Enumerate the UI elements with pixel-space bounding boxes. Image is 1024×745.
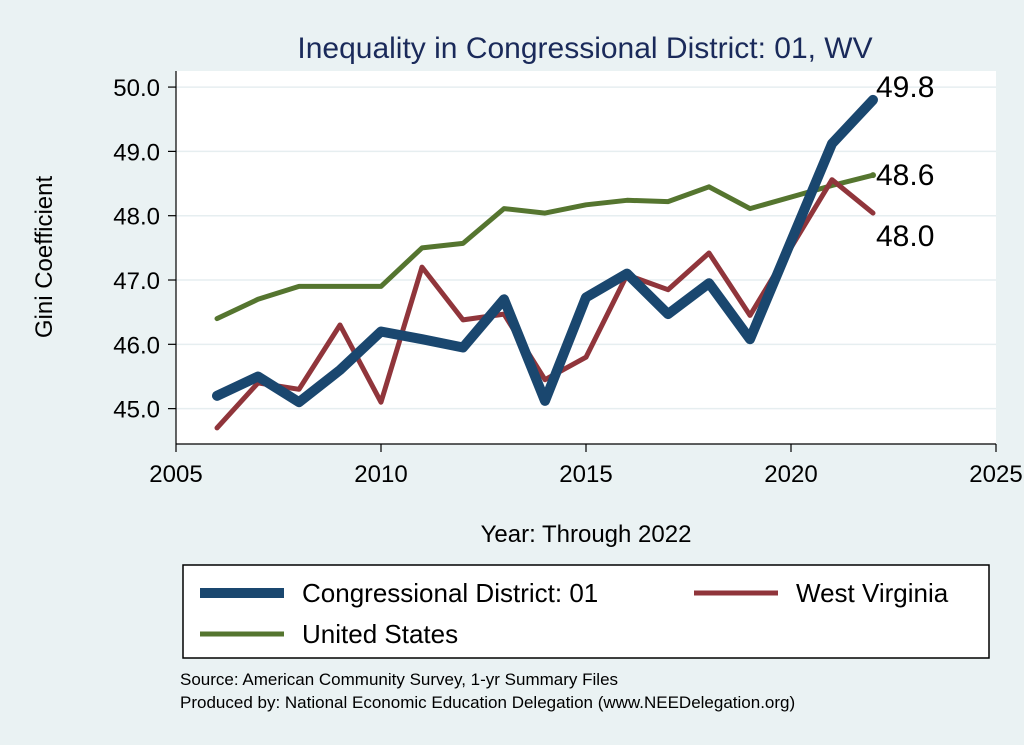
x-tick-label: 2005	[149, 461, 202, 488]
x-axis-title: Year: Through 2022	[481, 521, 692, 548]
produced-by-note: Produced by: National Economic Education…	[180, 693, 795, 712]
legend-label: West Virginia	[796, 578, 949, 608]
x-tick-label: 2010	[354, 461, 407, 488]
y-tick-label: 49.0	[113, 139, 160, 166]
legend: Congressional District: 01 West Virginia U…	[182, 564, 990, 659]
end-label: 49.8	[876, 71, 934, 104]
y-ticks: 45.0 46.0 47.0 48.0 49.0 50.0	[113, 75, 176, 424]
legend-box	[182, 564, 990, 659]
series-line-0	[212, 94, 878, 408]
x-tick-label: 2020	[764, 461, 817, 488]
series-lines	[212, 94, 878, 431]
end-label: 48.6	[876, 159, 934, 192]
end-labels: 49.8 48.6 48.0	[876, 71, 934, 253]
x-ticks: 2005 2010 2015 2020 2025	[149, 444, 1023, 488]
y-tick-label: 45.0	[113, 397, 160, 424]
legend-label: United States	[302, 619, 458, 649]
end-label: 48.0	[876, 220, 934, 253]
y-tick-label: 46.0	[113, 332, 160, 359]
x-tick-label: 2025	[969, 461, 1022, 488]
x-tick-label: 2015	[559, 461, 612, 488]
plot-area	[176, 71, 996, 444]
gridlines	[176, 86, 996, 410]
y-tick-label: 50.0	[113, 75, 160, 102]
y-axis-title: Gini Coefficient	[31, 176, 58, 339]
series-end-marker	[870, 172, 876, 179]
chart-title: Inequality in Congressional District: 01…	[297, 32, 872, 65]
source-note: Source: American Community Survey, 1-yr …	[180, 670, 618, 689]
series-line-2	[214, 172, 876, 322]
y-tick-label: 47.0	[113, 268, 160, 295]
y-tick-label: 48.0	[113, 204, 160, 231]
legend-label: Congressional District: 01	[302, 578, 598, 608]
